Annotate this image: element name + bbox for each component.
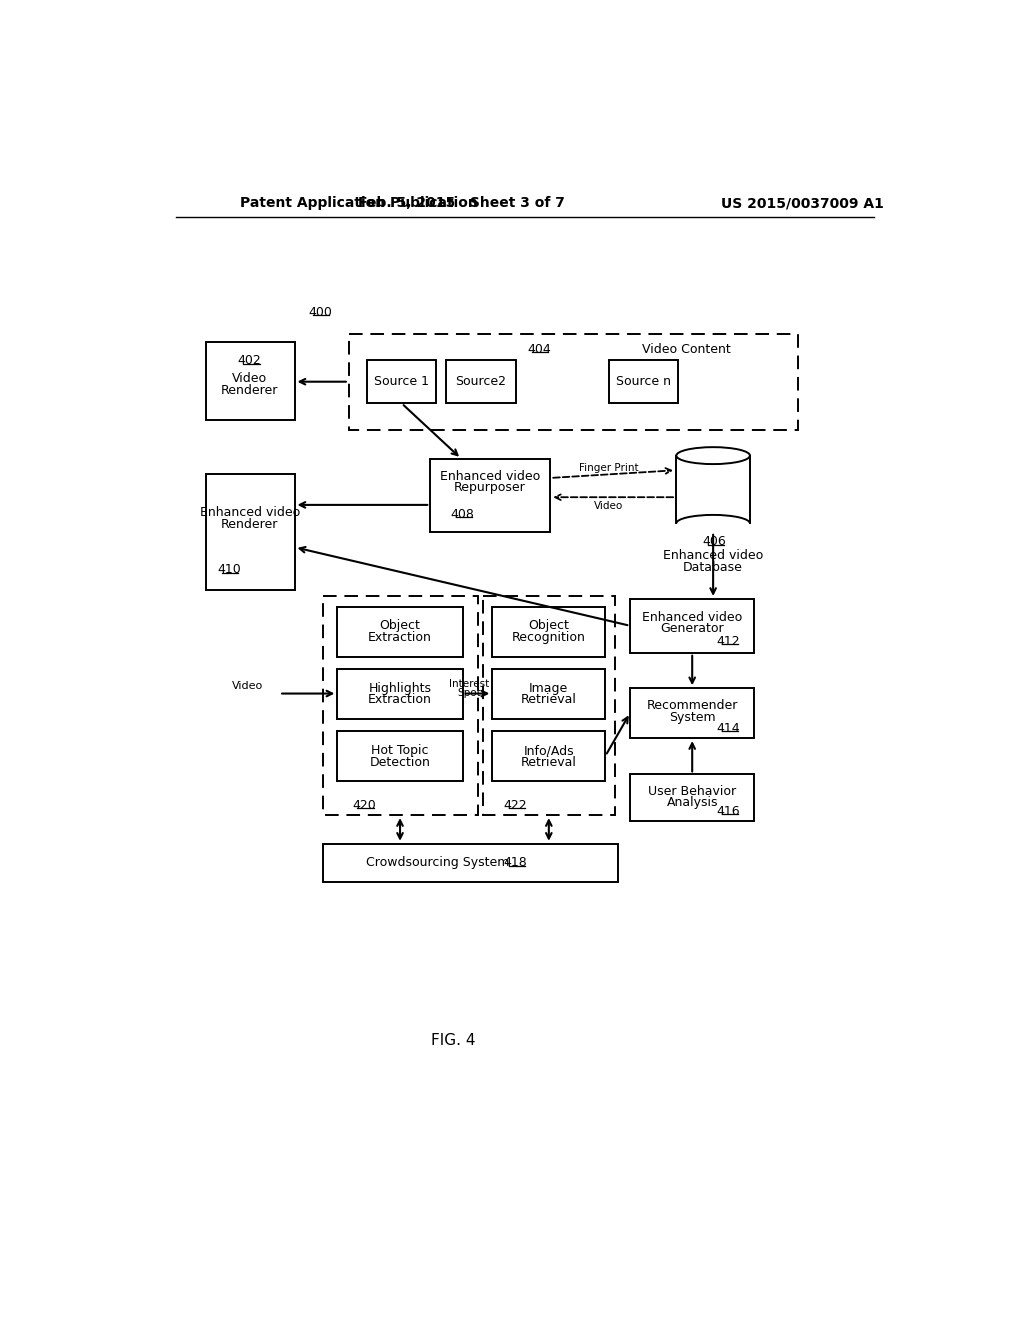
Text: User Behavior: User Behavior <box>648 785 736 797</box>
Text: Recognition: Recognition <box>512 631 586 644</box>
Text: 414: 414 <box>717 722 740 735</box>
Text: Finger Print: Finger Print <box>579 463 638 473</box>
Bar <box>493 607 605 656</box>
Bar <box>430 459 550 532</box>
Text: 416: 416 <box>717 805 740 818</box>
Text: Retrieval: Retrieval <box>521 755 577 768</box>
Text: Object: Object <box>380 619 421 632</box>
Bar <box>337 669 463 719</box>
Text: 404: 404 <box>527 343 551 356</box>
Bar <box>367 360 436 404</box>
Text: 422: 422 <box>504 799 527 812</box>
Text: 418: 418 <box>504 857 527 870</box>
Text: Video: Video <box>232 372 267 385</box>
Bar <box>445 360 515 404</box>
Text: Crowdsourcing System: Crowdsourcing System <box>367 857 510 870</box>
Bar <box>349 334 799 430</box>
Text: 408: 408 <box>451 508 475 520</box>
Bar <box>206 342 295 420</box>
Bar <box>483 595 614 816</box>
Text: Detection: Detection <box>370 755 430 768</box>
Text: Source2: Source2 <box>455 375 506 388</box>
Text: Video Content: Video Content <box>642 343 730 356</box>
Text: Retrieval: Retrieval <box>521 693 577 706</box>
Text: Renderer: Renderer <box>221 384 279 397</box>
Ellipse shape <box>676 447 750 465</box>
Text: Spot: Spot <box>457 688 481 698</box>
Bar <box>324 843 617 882</box>
Text: Enhanced video: Enhanced video <box>642 611 742 624</box>
Text: Feb. 5, 2015   Sheet 3 of 7: Feb. 5, 2015 Sheet 3 of 7 <box>357 197 564 210</box>
Bar <box>337 607 463 656</box>
Text: Info/Ads: Info/Ads <box>523 744 574 758</box>
Text: US 2015/0037009 A1: US 2015/0037009 A1 <box>721 197 884 210</box>
Text: Database: Database <box>683 561 743 574</box>
Text: System: System <box>669 711 716 723</box>
Text: Recommender: Recommender <box>646 700 738 713</box>
Text: Video: Video <box>232 681 263 690</box>
Bar <box>493 731 605 781</box>
Text: Highlights: Highlights <box>369 681 431 694</box>
Text: Video: Video <box>594 502 624 511</box>
Bar <box>630 775 755 821</box>
Text: Image: Image <box>529 681 568 694</box>
Text: Enhanced video: Enhanced video <box>663 549 763 562</box>
Text: 406: 406 <box>702 536 727 548</box>
Bar <box>337 731 463 781</box>
Text: Object: Object <box>528 619 569 632</box>
Text: FIG. 4: FIG. 4 <box>431 1032 476 1048</box>
Bar <box>608 360 678 404</box>
Text: 410: 410 <box>217 564 241 576</box>
Text: Hot Topic: Hot Topic <box>372 744 429 758</box>
Text: Analysis: Analysis <box>667 796 718 809</box>
Text: 412: 412 <box>717 635 740 648</box>
Bar <box>493 669 605 719</box>
Text: Enhanced video: Enhanced video <box>200 506 300 519</box>
Text: 402: 402 <box>238 354 261 367</box>
Text: 420: 420 <box>352 799 376 812</box>
Bar <box>206 474 295 590</box>
Bar <box>630 688 755 738</box>
Text: Source n: Source n <box>615 375 671 388</box>
Text: Generator: Generator <box>660 622 724 635</box>
Bar <box>630 599 755 653</box>
Text: Extraction: Extraction <box>368 631 432 644</box>
Text: Interest: Interest <box>449 678 489 689</box>
Text: Repurposer: Repurposer <box>454 482 525 495</box>
Text: 400: 400 <box>308 306 332 319</box>
Text: Extraction: Extraction <box>368 693 432 706</box>
Bar <box>324 595 478 816</box>
Text: Enhanced video: Enhanced video <box>439 470 540 483</box>
Text: Source 1: Source 1 <box>374 375 429 388</box>
Text: Renderer: Renderer <box>221 519 279 532</box>
Text: Patent Application Publication: Patent Application Publication <box>241 197 478 210</box>
